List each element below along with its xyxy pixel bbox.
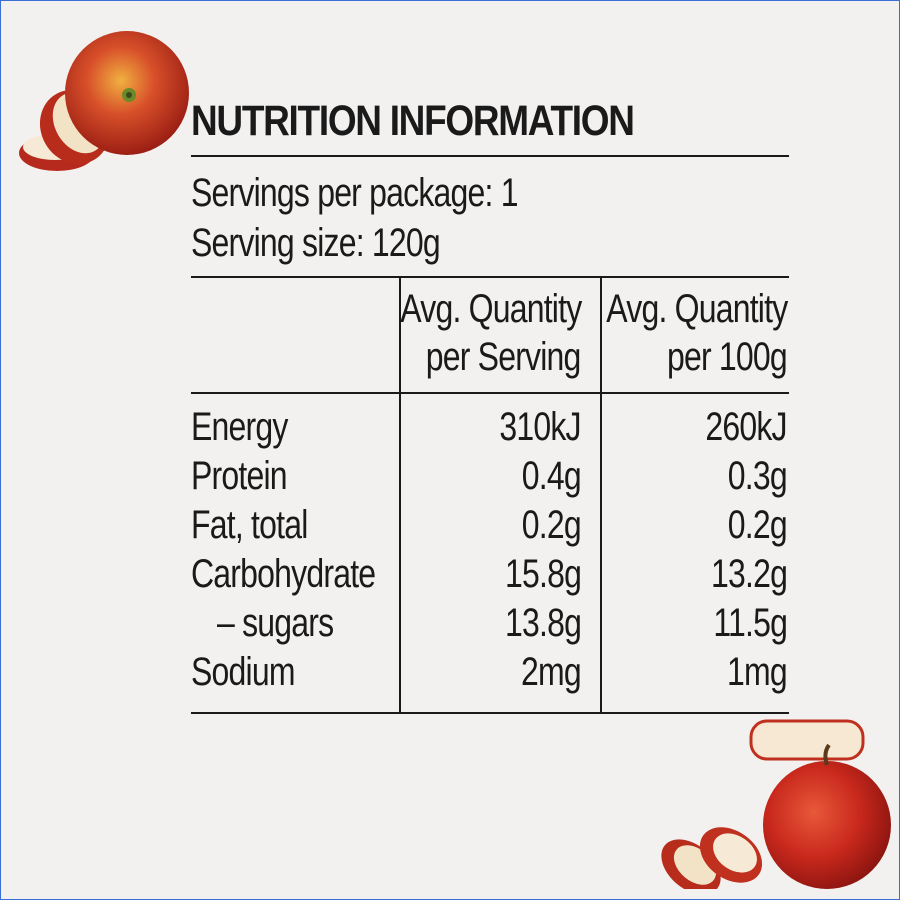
row-label-sodium: Sodium (191, 650, 295, 694)
row-label-carbohydrate: Carbohydrate (191, 552, 376, 596)
value-carbohydrate-per-serving: 15.8g (504, 552, 582, 596)
apple-whole-icon (661, 719, 891, 889)
row-label-energy: Energy (191, 405, 288, 449)
servings-per-package: Servings per package: 1 (191, 171, 519, 215)
value-sugars-per-100g: 11.5g (713, 601, 788, 645)
serving-size: Serving size: 120g (191, 221, 441, 265)
value-protein-per-100g: 0.3g (727, 454, 788, 498)
table-bottom-divider (191, 712, 789, 714)
column-header-per-100g: Avg. Quantity (605, 287, 788, 331)
row-label-fat: Fat, total (191, 503, 308, 547)
value-fat-per-serving: 0.2g (521, 503, 582, 547)
table-top-divider (191, 276, 789, 278)
value-sodium-per-100g: 1mg (727, 650, 788, 694)
value-protein-per-serving: 0.4g (521, 454, 582, 498)
header-divider (191, 392, 789, 394)
value-energy-per-100g: 260kJ (705, 405, 788, 449)
row-label-protein: Protein (191, 454, 288, 498)
row-label-sugars: – sugars (217, 601, 334, 645)
column-divider (600, 277, 602, 713)
column-header-per-serving: per Serving (426, 335, 582, 379)
apple-slices-icon (19, 31, 189, 171)
column-header-per-serving: Avg. Quantity (399, 287, 582, 331)
value-carbohydrate-per-100g: 13.2g (710, 552, 788, 596)
column-header-per-100g: per 100g (667, 335, 788, 379)
value-sugars-per-serving: 13.8g (504, 601, 582, 645)
title-divider (191, 155, 789, 157)
value-fat-per-100g: 0.2g (727, 503, 788, 547)
panel-title: NUTRITION INFORMATION (191, 97, 635, 145)
column-divider (399, 277, 401, 713)
value-sodium-per-serving: 2mg (521, 650, 582, 694)
value-energy-per-serving: 310kJ (499, 405, 582, 449)
